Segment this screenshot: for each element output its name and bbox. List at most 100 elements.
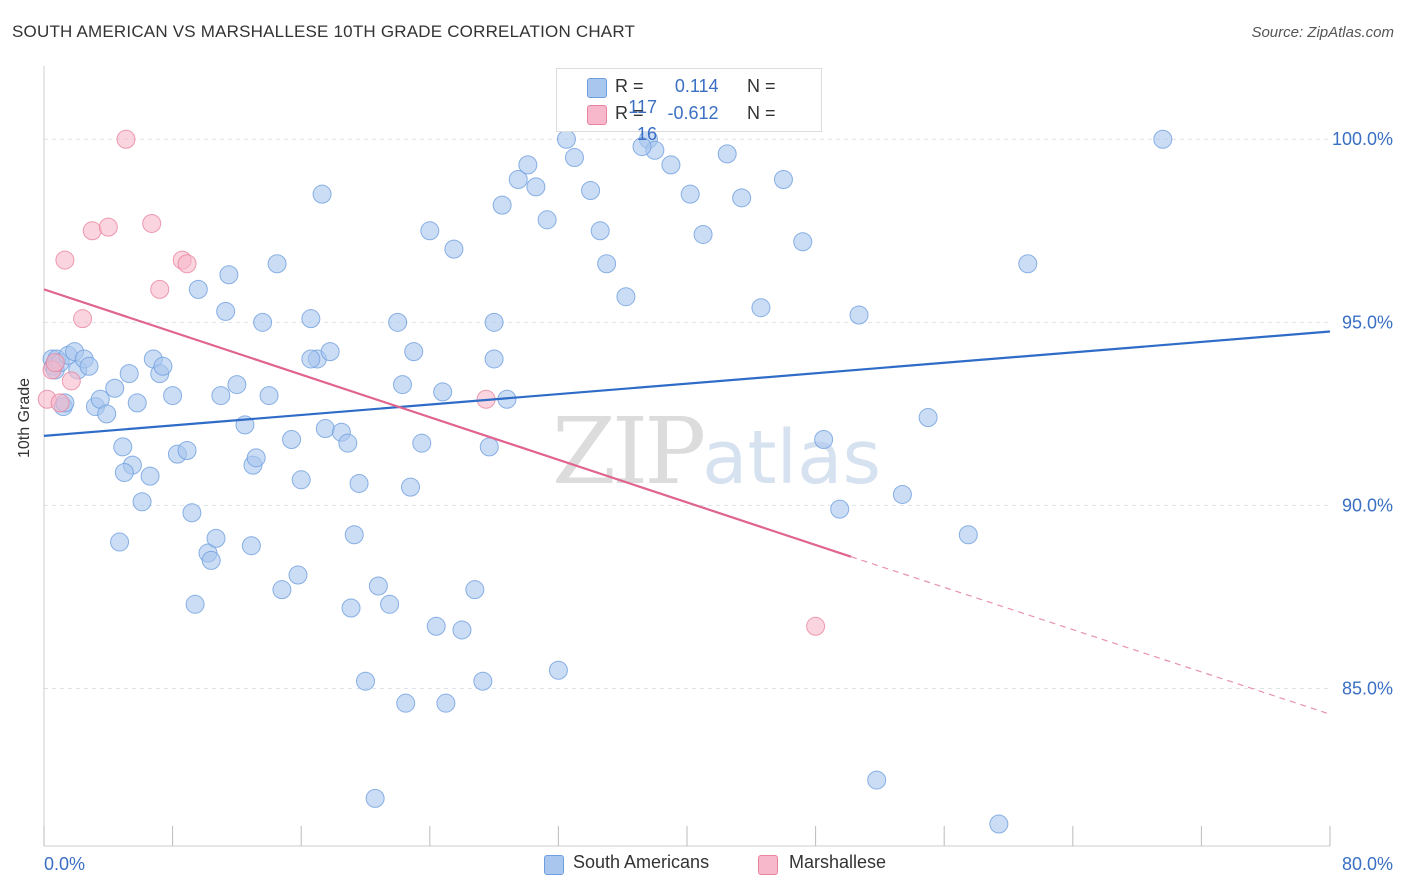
data-point — [356, 671, 375, 691]
data-point — [182, 503, 202, 523]
legend-r-label: R = — [615, 76, 644, 96]
data-point — [693, 224, 713, 244]
legend-swatch-pink — [587, 105, 607, 125]
data-point — [272, 580, 292, 600]
x-tick-label: 80.0% — [1342, 854, 1393, 874]
data-point — [45, 353, 65, 373]
series-south-americans — [42, 129, 1173, 834]
data-point — [177, 254, 197, 274]
data-point — [392, 375, 412, 395]
data-point — [680, 184, 700, 204]
legend-row-blue: R = 0.114 N = 117 — [615, 76, 821, 118]
data-point — [717, 144, 737, 164]
data-point — [806, 616, 826, 636]
watermark-zip: ZIP — [552, 398, 706, 505]
bottom-legend-marshallese: Marshallese — [789, 852, 887, 872]
data-point — [116, 129, 136, 149]
data-point — [119, 364, 139, 384]
trend-lines — [43, 288, 1331, 715]
data-point — [473, 671, 493, 691]
watermark: ZIPatlas — [552, 398, 881, 505]
data-point — [412, 433, 432, 453]
data-point — [73, 309, 93, 329]
data-point — [163, 386, 183, 406]
data-point — [246, 448, 266, 468]
data-point — [508, 170, 528, 190]
data-point — [79, 356, 99, 376]
chart-title: SOUTH AMERICAN VS MARSHALLESE 10TH GRADE… — [12, 22, 636, 41]
data-point — [661, 155, 681, 175]
data-point — [380, 594, 400, 614]
data-point — [404, 342, 424, 362]
data-point — [918, 408, 938, 428]
data-point — [259, 386, 279, 406]
data-point — [201, 550, 221, 570]
legend-n-pink: 16 — [636, 124, 657, 144]
legend-r-label: R = — [615, 103, 644, 123]
data-point — [315, 419, 335, 439]
y-tick-label: 85.0% — [1342, 679, 1393, 699]
data-point — [153, 356, 173, 376]
tick-labels: 100.0% 95.0% 90.0% 85.0% 0.0% 80.0% — [44, 129, 1393, 874]
data-point — [98, 217, 118, 237]
data-point — [368, 576, 388, 596]
x-tick-label: 0.0% — [44, 854, 85, 874]
legend-r-blue: 0.114 — [674, 76, 719, 96]
data-point — [253, 312, 273, 332]
data-point — [344, 525, 364, 545]
data-point — [492, 195, 512, 215]
data-point — [288, 565, 308, 585]
legend-n-blue: 117 — [628, 97, 657, 117]
data-point — [444, 239, 464, 259]
data-point — [793, 232, 813, 252]
data-point — [227, 375, 247, 395]
data-point — [849, 305, 869, 325]
trend-line — [43, 288, 852, 558]
data-point — [518, 155, 538, 175]
watermark-atlas: atlas — [702, 415, 881, 501]
data-point — [616, 287, 636, 307]
data-point — [556, 129, 576, 149]
data-point — [632, 137, 652, 157]
y-axis-label: 10th Grade — [16, 377, 33, 458]
data-point — [320, 342, 340, 362]
data-point — [732, 188, 752, 208]
data-point — [110, 532, 130, 552]
data-point — [219, 265, 239, 285]
data-point — [114, 462, 134, 482]
data-point — [479, 437, 499, 457]
data-point — [105, 378, 125, 398]
data-point — [61, 371, 81, 391]
correlation-legend: R = 0.114 N = 117 R = -0.612 N = 16 — [556, 68, 822, 144]
legend-row-pink: R = -0.612 N = 16 — [615, 103, 821, 145]
data-point — [958, 525, 978, 545]
data-point — [401, 477, 421, 497]
data-point — [388, 312, 408, 332]
data-point — [590, 221, 610, 241]
bottom-legend-south-americans: South Americans — [573, 852, 710, 872]
data-point — [581, 181, 601, 201]
data-point — [338, 433, 358, 453]
data-point — [177, 441, 197, 461]
data-point — [132, 492, 152, 512]
legend-n-label: N = — [747, 76, 776, 96]
data-point — [150, 279, 170, 299]
data-point — [349, 473, 369, 493]
y-tick-label: 90.0% — [1342, 495, 1393, 515]
grid-lines — [44, 138, 1330, 690]
data-point — [113, 437, 133, 457]
data-point — [142, 213, 162, 233]
trend-line — [43, 330, 1331, 437]
data-point — [751, 298, 771, 318]
data-point — [216, 301, 236, 321]
legend-swatch-blue — [587, 78, 607, 98]
data-point — [211, 386, 231, 406]
data-point — [814, 430, 834, 450]
data-point — [301, 309, 321, 329]
data-point — [526, 177, 546, 197]
data-point — [773, 170, 793, 190]
trend-line-extension — [850, 556, 1331, 715]
data-point — [484, 312, 504, 332]
data-point — [548, 660, 568, 680]
